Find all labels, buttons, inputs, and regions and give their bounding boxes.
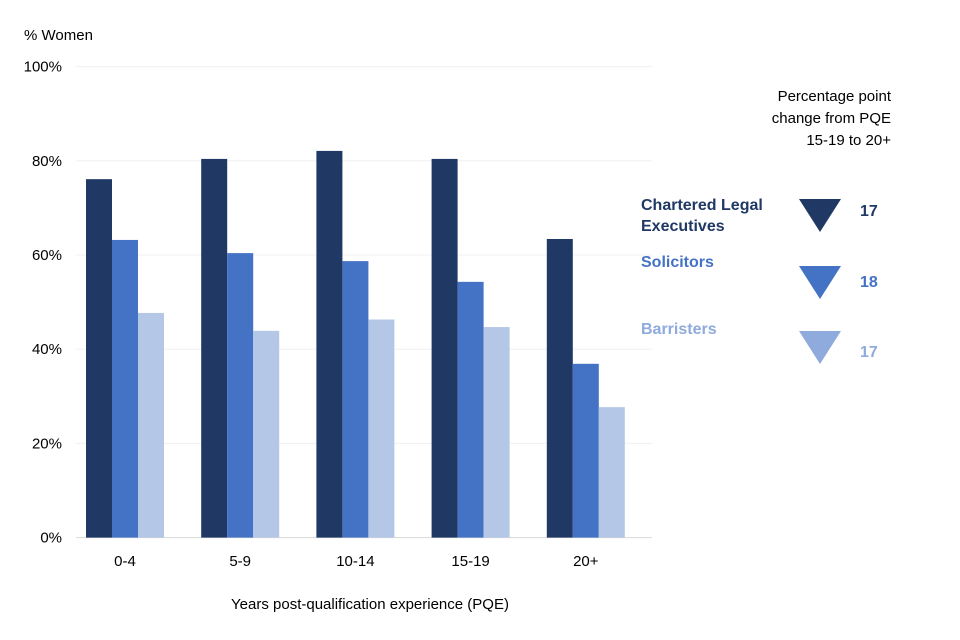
bar-0-0: [86, 179, 112, 538]
bar-1-2: [342, 261, 369, 538]
down-triangle-icon: [799, 331, 841, 364]
legend-label-0-1: Executives: [641, 218, 725, 235]
y-tick-label: 40%: [32, 341, 62, 358]
change-value-2: 17: [860, 344, 878, 361]
y-tick-label: 0%: [40, 530, 62, 547]
x-tick-label: 5-9: [229, 553, 251, 570]
bar-0-4: [546, 238, 573, 538]
annotation-title-line-1: Percentage point: [778, 88, 892, 105]
legend-label-0-0: Chartered Legal: [641, 197, 763, 214]
y-axis-title: % Women: [24, 27, 93, 44]
bar-1-3: [457, 281, 484, 538]
x-tick-label: 20+: [573, 553, 599, 570]
bar-0-2: [316, 150, 343, 538]
bar-2-4: [598, 407, 625, 538]
down-triangle-icon: [799, 199, 841, 232]
y-tick-label: 100%: [24, 59, 62, 76]
x-axis-title: Years post-qualification experience (PQE…: [231, 596, 509, 613]
bar-0-3: [431, 158, 458, 538]
bar-2-2: [368, 319, 395, 538]
bar-1-4: [572, 363, 599, 538]
y-tick-label: 80%: [32, 153, 62, 170]
change-value-1: 18: [860, 274, 878, 291]
bar-1-0: [112, 239, 138, 538]
change-value-0: 17: [860, 203, 878, 220]
bar-2-3: [483, 327, 510, 538]
y-tick-label: 20%: [32, 435, 62, 452]
x-tick-label: 15-19: [451, 553, 489, 570]
legend-label-1-0: Solicitors: [641, 254, 714, 271]
x-tick-label: 0-4: [114, 553, 136, 570]
down-triangle-icon: [799, 266, 841, 299]
legend-label-2-0: Barristers: [641, 321, 717, 338]
bar-2-0: [138, 312, 164, 538]
bar-1-1: [227, 253, 254, 538]
x-tick-label: 10-14: [336, 553, 374, 570]
bar-0-1: [201, 158, 228, 538]
annotation-title-line-2: change from PQE: [772, 110, 891, 127]
y-tick-label: 60%: [32, 247, 62, 264]
annotation-title-line-3: 15-19 to 20+: [806, 132, 891, 149]
bar-2-1: [253, 330, 280, 538]
